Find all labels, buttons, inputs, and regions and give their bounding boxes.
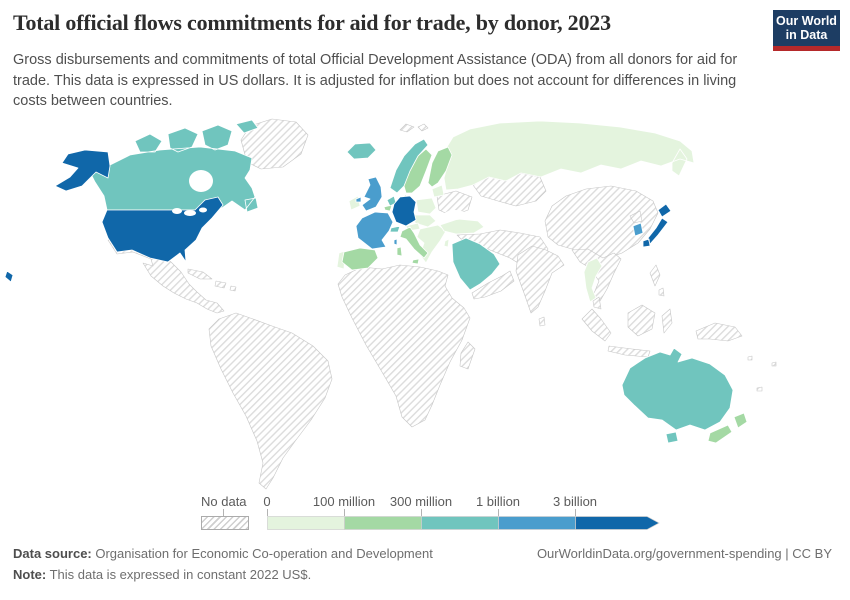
country-poland[interactable] [415,197,437,215]
footer-note-label: Note: [13,567,47,582]
country-switzerland[interactable] [389,225,401,233]
footer-source-text: Organisation for Economic Co-operation a… [91,546,433,561]
country-south-korea[interactable] [632,222,644,237]
legend-tick-label-4: 3 billion [552,494,598,509]
country-turkey[interactable] [439,218,485,235]
legend-tick-3 [498,509,499,516]
country-central-europe[interactable] [413,214,437,228]
country-belgium[interactable] [383,204,393,212]
legend-no-data-tick [223,509,224,516]
country-pacific-islands[interactable] [747,355,777,392]
country-japan[interactable] [642,203,672,248]
country-united-kingdom[interactable] [355,176,383,212]
country-sri-lanka[interactable] [538,316,546,327]
legend-tick-4 [575,509,576,516]
legend-tick-0 [267,509,268,516]
owid-logo[interactable]: Our World in Data [773,10,840,51]
legend-tick-label-0: 0 [263,494,271,509]
footer-note-line: Note: This data is expressed in constant… [13,567,311,582]
legend-no-data-swatch[interactable] [201,516,249,530]
country-spain[interactable] [341,247,379,271]
country-africa[interactable] [337,264,471,428]
country-yemen-oman[interactable] [471,270,515,300]
country-norway[interactable] [389,138,429,194]
legend-tick-label-2: 300 million [389,494,453,509]
country-new-zealand[interactable] [707,412,748,444]
legend-segment-1b-3b[interactable] [498,516,576,530]
country-united-states[interactable] [4,149,224,283]
legend-segment-0-100m[interactable] [267,516,345,530]
country-india[interactable] [515,245,565,314]
country-svalbard[interactable] [399,123,429,133]
legend-color-bar[interactable] [267,516,661,530]
country-south-america[interactable] [208,312,333,490]
footer-citation-link[interactable]: OurWorldinData.org/government-spending |… [536,546,832,561]
country-north-korea[interactable] [629,210,643,224]
country-thailand[interactable] [583,257,603,303]
country-canada[interactable] [87,119,259,213]
country-greenland[interactable] [240,118,309,170]
caspian-sea [486,200,498,224]
country-ukraine-belarus[interactable] [436,190,473,217]
country-saudi-arabia[interactable] [451,237,501,291]
country-australia[interactable] [621,347,734,444]
legend-segment-3b-plus[interactable] [575,516,660,530]
country-philippines[interactable] [649,264,665,297]
legend-segment-300m-1b[interactable] [421,516,499,530]
country-balkans[interactable] [416,224,447,264]
country-germany[interactable] [391,195,417,227]
country-israel[interactable] [443,238,450,248]
logo-line-1: Our World [776,14,837,28]
footer-source-line: Data source: Organisation for Economic C… [13,546,433,561]
footer-note-text: This data is expressed in constant 2022 … [46,567,312,582]
logo-line-2: in Data [785,28,828,42]
footer-source-label: Data source: [13,546,92,561]
country-madagascar[interactable] [459,341,476,370]
country-indonesia[interactable] [581,296,673,358]
legend-tick-label-3: 1 billion [475,494,521,509]
country-russia[interactable] [443,120,695,191]
legend-tick-label-1: 100 million [312,494,376,509]
chart-title: Total official flows commitments for aid… [13,10,611,35]
legend-tick-2 [421,509,422,516]
legend-tick-1 [344,509,345,516]
country-china[interactable] [544,185,659,260]
country-france[interactable] [355,211,398,250]
legend-no-data-label: No data [201,494,247,509]
country-iceland[interactable] [346,142,377,160]
country-new-guinea[interactable] [695,322,743,342]
chart-subtitle: Gross disbursements and commitments of t… [13,52,738,110]
legend-segment-100m-300m[interactable] [344,516,422,530]
country-baltic-states[interactable] [431,184,445,198]
country-caribbean[interactable] [187,268,237,292]
country-italy[interactable] [396,226,429,265]
country-finland[interactable] [427,146,453,188]
